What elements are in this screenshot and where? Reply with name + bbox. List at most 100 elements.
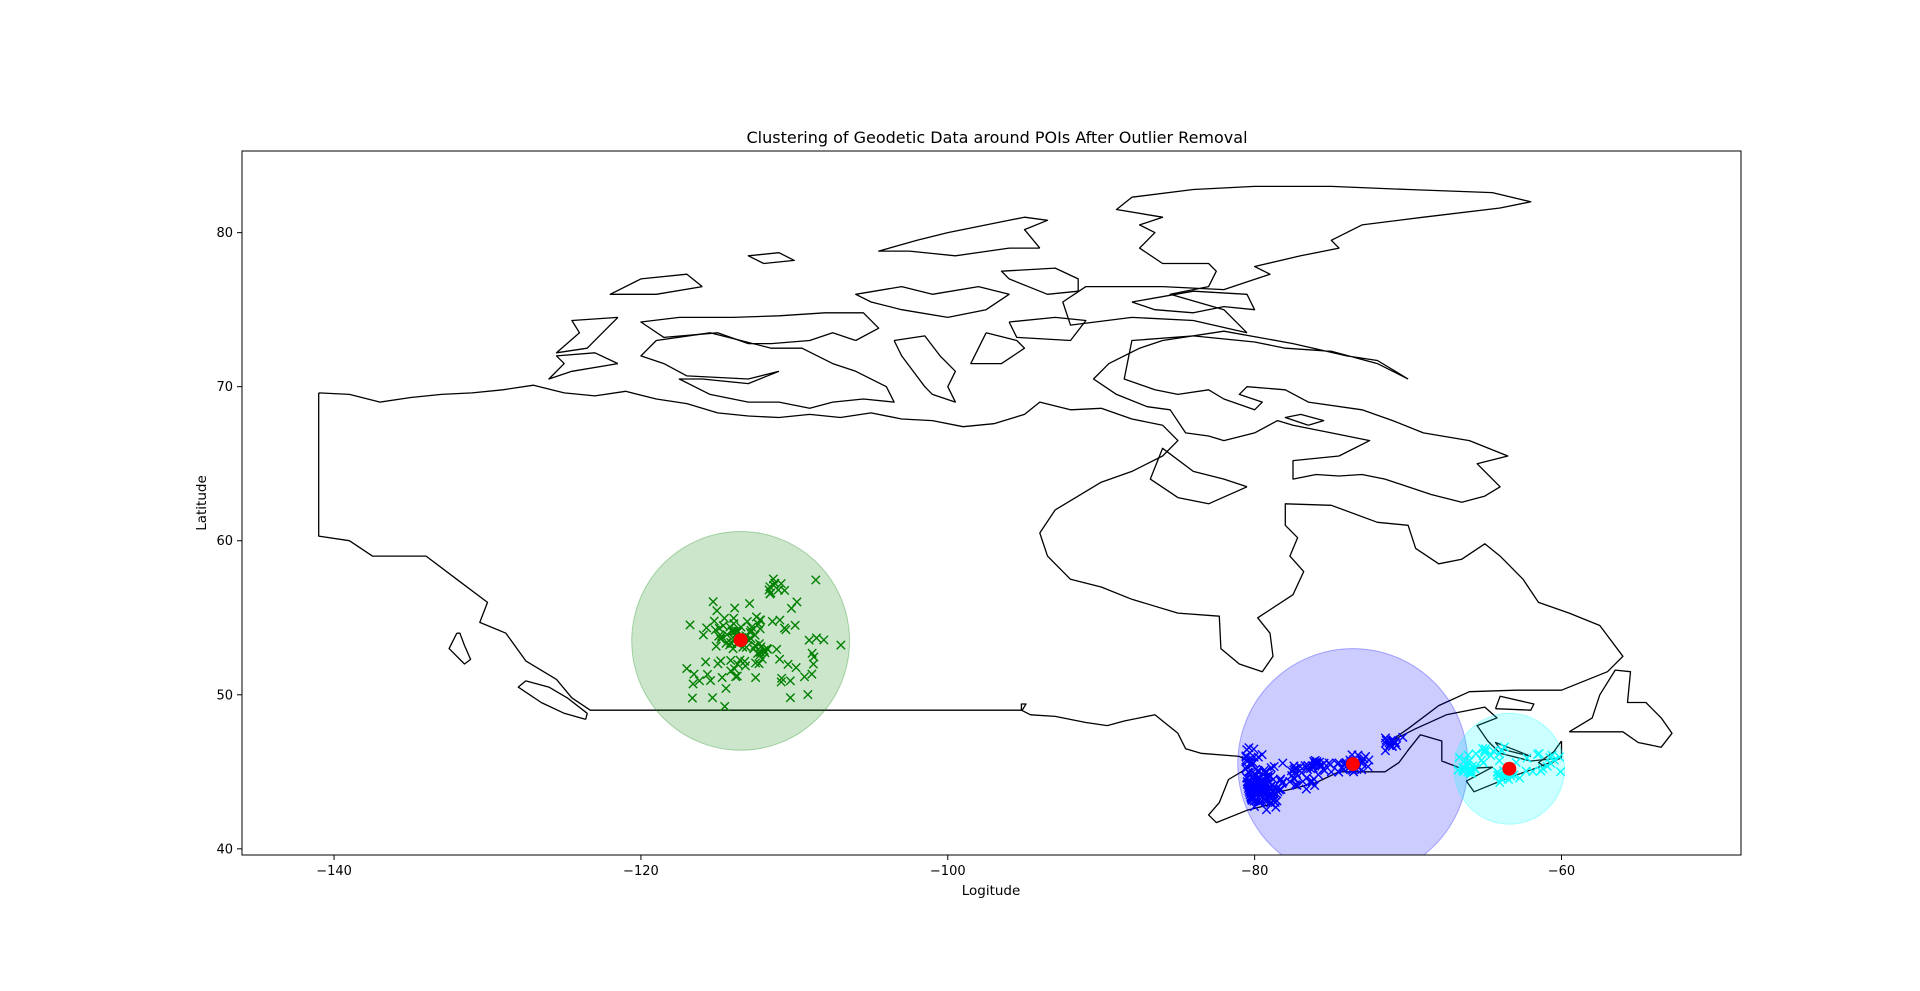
cluster-0-marker bbox=[705, 675, 716, 686]
cluster-2-marker bbox=[1463, 750, 1473, 760]
cluster-0-marker bbox=[717, 672, 727, 683]
cluster-0-marker bbox=[698, 630, 709, 640]
cluster-1-marker bbox=[1246, 787, 1257, 798]
cluster-0-marker bbox=[685, 620, 695, 630]
cluster-0-marker bbox=[770, 578, 780, 588]
cluster-2-marker bbox=[1460, 755, 1470, 765]
cluster-0-marker bbox=[803, 689, 813, 700]
cluster-0-marker bbox=[700, 657, 711, 667]
poi-marker-0 bbox=[733, 633, 748, 648]
cluster-0-marker bbox=[811, 575, 821, 585]
cluster-2-marker bbox=[1486, 750, 1496, 761]
map-outline-12 bbox=[878, 216, 1049, 257]
cluster-1-marker bbox=[1260, 768, 1270, 778]
cluster-0-marker bbox=[687, 693, 698, 703]
cluster-2-marker bbox=[1537, 763, 1548, 774]
map-outline-7 bbox=[1149, 447, 1248, 505]
cluster-1-marker bbox=[1261, 797, 1271, 807]
cluster-2-marker bbox=[1534, 748, 1544, 759]
cluster-0-marker bbox=[689, 669, 699, 679]
cluster-2-marker bbox=[1492, 770, 1503, 781]
cluster-0-marker bbox=[731, 671, 741, 682]
chart-title: Clustering of Geodetic Data around POIs … bbox=[746, 128, 1247, 147]
cluster-1-marker bbox=[1326, 767, 1337, 777]
map-outline-0 bbox=[318, 384, 1624, 824]
cluster-0-marker bbox=[725, 655, 736, 666]
map-outline-16 bbox=[640, 312, 880, 345]
map-outline-18 bbox=[548, 352, 619, 380]
map-outline-19 bbox=[555, 316, 619, 354]
cluster-0-marker bbox=[721, 683, 731, 694]
cluster-1-marker bbox=[1245, 758, 1256, 768]
cluster-0-marker bbox=[727, 626, 737, 637]
cluster-1-marker bbox=[1248, 758, 1259, 768]
cluster-0-marker bbox=[715, 656, 726, 666]
map-outline-20 bbox=[893, 335, 957, 403]
cluster-0-marker bbox=[716, 634, 726, 644]
x-axis-label: Logitude bbox=[962, 883, 1021, 899]
cluster-0-marker bbox=[771, 644, 782, 655]
cluster-1-marker bbox=[1241, 764, 1251, 774]
map-outline-23 bbox=[1131, 290, 1256, 314]
map-outline-15 bbox=[747, 252, 795, 265]
map-outline-3 bbox=[1494, 741, 1532, 758]
cluster-1-marker bbox=[1286, 766, 1297, 776]
cluster-2-marker bbox=[1479, 746, 1490, 756]
x-tick-label: −140 bbox=[316, 864, 352, 879]
cluster-0-marker bbox=[781, 624, 791, 635]
cluster-1-marker bbox=[1312, 756, 1322, 767]
x-tick-label: −80 bbox=[1241, 864, 1268, 879]
map-outline-4 bbox=[1537, 740, 1563, 768]
cluster-2-marker bbox=[1528, 766, 1538, 777]
y-axis-label: Latitude bbox=[194, 475, 210, 531]
cluster-1-marker bbox=[1398, 732, 1408, 743]
cluster-1-marker bbox=[1241, 751, 1251, 762]
cluster-0-marker bbox=[709, 616, 719, 626]
cluster-0-marker bbox=[776, 673, 787, 683]
cluster-0-marker bbox=[783, 659, 793, 670]
cluster-0-marker bbox=[785, 676, 796, 686]
cluster-2-marker bbox=[1467, 761, 1478, 771]
cluster-1-marker bbox=[1272, 796, 1282, 806]
cluster-0-marker bbox=[776, 677, 786, 687]
cluster-0-marker bbox=[746, 633, 756, 644]
cluster-1-marker bbox=[1268, 787, 1278, 798]
cluster-0-marker bbox=[799, 672, 810, 682]
cluster-1-marker bbox=[1258, 787, 1269, 797]
cluster-1-marker bbox=[1270, 788, 1281, 798]
cluster-0-marker bbox=[719, 613, 730, 623]
cluster-0-marker bbox=[754, 639, 765, 649]
cluster-2-marker bbox=[1495, 777, 1505, 788]
cluster-0-marker bbox=[711, 641, 721, 651]
cluster-0-marker bbox=[765, 589, 775, 599]
x-tick-label: −60 bbox=[1548, 864, 1575, 879]
cluster-0-marker bbox=[774, 654, 785, 664]
poi-marker-1 bbox=[1345, 757, 1360, 772]
cluster-0-marker bbox=[746, 625, 756, 635]
cluster-2-marker bbox=[1494, 756, 1505, 766]
cluster-0-marker bbox=[767, 616, 778, 627]
cluster-0-marker bbox=[702, 669, 713, 680]
map-outline-11 bbox=[1000, 267, 1079, 295]
cluster-0-marker bbox=[730, 603, 740, 613]
cluster-0-marker bbox=[792, 597, 802, 607]
cluster-0-marker bbox=[688, 679, 698, 689]
cluster-0-marker bbox=[746, 622, 757, 632]
cluster-1-marker bbox=[1292, 780, 1302, 790]
cluster-2-marker bbox=[1454, 752, 1464, 763]
cluster-0-marker bbox=[750, 658, 761, 668]
cluster-2-marker bbox=[1522, 753, 1532, 763]
cluster-2-marker bbox=[1494, 749, 1505, 759]
plot-area bbox=[318, 185, 1673, 855]
cluster-2-marker bbox=[1488, 746, 1499, 756]
cluster-2-marker bbox=[1549, 755, 1559, 765]
cluster-0-marker bbox=[712, 606, 722, 616]
cluster-0-marker bbox=[708, 596, 718, 607]
x-tick-label: −100 bbox=[930, 864, 966, 879]
cluster-1-marker bbox=[1251, 764, 1261, 774]
cluster-0-marker bbox=[807, 648, 817, 658]
cluster-2-marker bbox=[1499, 742, 1509, 752]
cluster-0-marker bbox=[710, 625, 721, 635]
cluster-0-marker bbox=[694, 676, 705, 686]
cluster-1-marker bbox=[1337, 762, 1347, 772]
